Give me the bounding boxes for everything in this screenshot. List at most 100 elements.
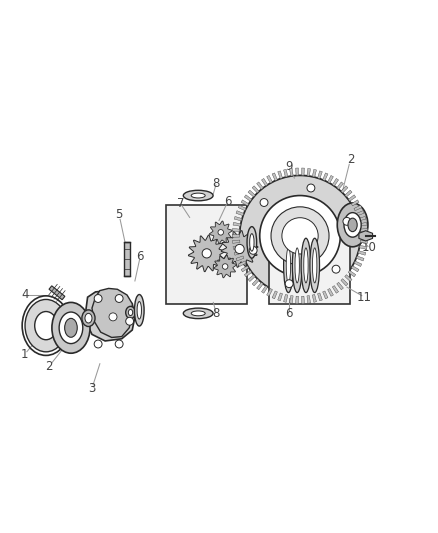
Circle shape xyxy=(343,217,351,225)
Ellipse shape xyxy=(65,318,77,337)
Circle shape xyxy=(94,295,102,302)
Polygon shape xyxy=(261,286,268,293)
Polygon shape xyxy=(252,279,259,286)
Polygon shape xyxy=(283,295,288,302)
Ellipse shape xyxy=(293,238,302,293)
Polygon shape xyxy=(307,168,311,176)
Polygon shape xyxy=(234,216,242,221)
Polygon shape xyxy=(272,291,277,299)
Ellipse shape xyxy=(183,190,213,201)
Ellipse shape xyxy=(310,238,320,293)
Text: 7: 7 xyxy=(177,197,184,210)
Ellipse shape xyxy=(137,302,141,319)
Text: 11: 11 xyxy=(357,290,372,304)
Polygon shape xyxy=(244,270,252,277)
Circle shape xyxy=(84,317,92,325)
Polygon shape xyxy=(257,282,263,290)
Circle shape xyxy=(235,245,244,254)
Ellipse shape xyxy=(313,248,317,283)
Circle shape xyxy=(202,249,211,258)
Polygon shape xyxy=(301,168,304,175)
Polygon shape xyxy=(290,168,293,176)
Polygon shape xyxy=(221,231,258,268)
Ellipse shape xyxy=(250,233,254,251)
Circle shape xyxy=(115,340,123,348)
Polygon shape xyxy=(318,171,322,179)
Polygon shape xyxy=(328,175,333,183)
Polygon shape xyxy=(356,256,364,261)
Polygon shape xyxy=(248,274,255,281)
FancyArrow shape xyxy=(49,286,65,300)
Text: 8: 8 xyxy=(213,177,220,190)
Polygon shape xyxy=(307,296,311,303)
Ellipse shape xyxy=(247,227,257,258)
Circle shape xyxy=(109,313,117,321)
Polygon shape xyxy=(214,255,237,278)
Polygon shape xyxy=(354,261,362,266)
Polygon shape xyxy=(358,251,366,255)
Polygon shape xyxy=(290,296,293,303)
Polygon shape xyxy=(252,186,259,193)
Ellipse shape xyxy=(344,213,361,237)
Polygon shape xyxy=(233,222,241,226)
Polygon shape xyxy=(359,222,367,226)
Text: 6: 6 xyxy=(224,195,232,208)
Polygon shape xyxy=(356,211,364,216)
Polygon shape xyxy=(360,235,368,237)
Polygon shape xyxy=(261,179,268,186)
Polygon shape xyxy=(332,286,339,293)
Ellipse shape xyxy=(35,311,57,340)
Polygon shape xyxy=(348,270,356,277)
Polygon shape xyxy=(232,240,240,243)
Polygon shape xyxy=(257,182,263,189)
Circle shape xyxy=(285,280,293,288)
Text: 2: 2 xyxy=(45,360,53,373)
Ellipse shape xyxy=(348,218,357,232)
Ellipse shape xyxy=(301,238,311,293)
Polygon shape xyxy=(188,235,225,272)
Polygon shape xyxy=(241,200,249,206)
Circle shape xyxy=(260,196,340,276)
Polygon shape xyxy=(232,235,240,237)
Text: 1: 1 xyxy=(20,349,28,361)
Polygon shape xyxy=(236,256,244,261)
Polygon shape xyxy=(345,274,352,281)
Circle shape xyxy=(282,217,318,254)
Polygon shape xyxy=(296,168,299,175)
Polygon shape xyxy=(323,173,328,181)
Polygon shape xyxy=(360,240,368,243)
Circle shape xyxy=(249,246,257,254)
Bar xyxy=(166,205,247,304)
Circle shape xyxy=(260,199,268,206)
Polygon shape xyxy=(238,261,246,266)
Polygon shape xyxy=(323,291,328,299)
Polygon shape xyxy=(359,245,367,249)
Polygon shape xyxy=(86,290,135,341)
Text: 3: 3 xyxy=(88,382,95,395)
Polygon shape xyxy=(232,228,240,232)
Ellipse shape xyxy=(134,295,144,326)
Bar xyxy=(269,227,350,304)
Text: 5: 5 xyxy=(116,208,123,221)
Polygon shape xyxy=(312,295,317,302)
Polygon shape xyxy=(241,266,249,272)
Ellipse shape xyxy=(128,310,133,316)
Circle shape xyxy=(126,317,134,325)
Polygon shape xyxy=(337,182,343,189)
Text: 6: 6 xyxy=(136,251,144,263)
Text: 6: 6 xyxy=(285,308,293,320)
Circle shape xyxy=(332,265,340,273)
Polygon shape xyxy=(272,173,277,181)
Polygon shape xyxy=(96,300,130,334)
Polygon shape xyxy=(341,186,348,193)
Circle shape xyxy=(218,230,223,235)
FancyArrow shape xyxy=(124,243,130,276)
Polygon shape xyxy=(283,169,288,177)
Ellipse shape xyxy=(82,310,95,327)
Ellipse shape xyxy=(25,300,67,352)
Polygon shape xyxy=(341,279,348,286)
Ellipse shape xyxy=(191,311,205,316)
Polygon shape xyxy=(354,205,362,211)
Polygon shape xyxy=(328,288,333,296)
Polygon shape xyxy=(312,169,317,177)
